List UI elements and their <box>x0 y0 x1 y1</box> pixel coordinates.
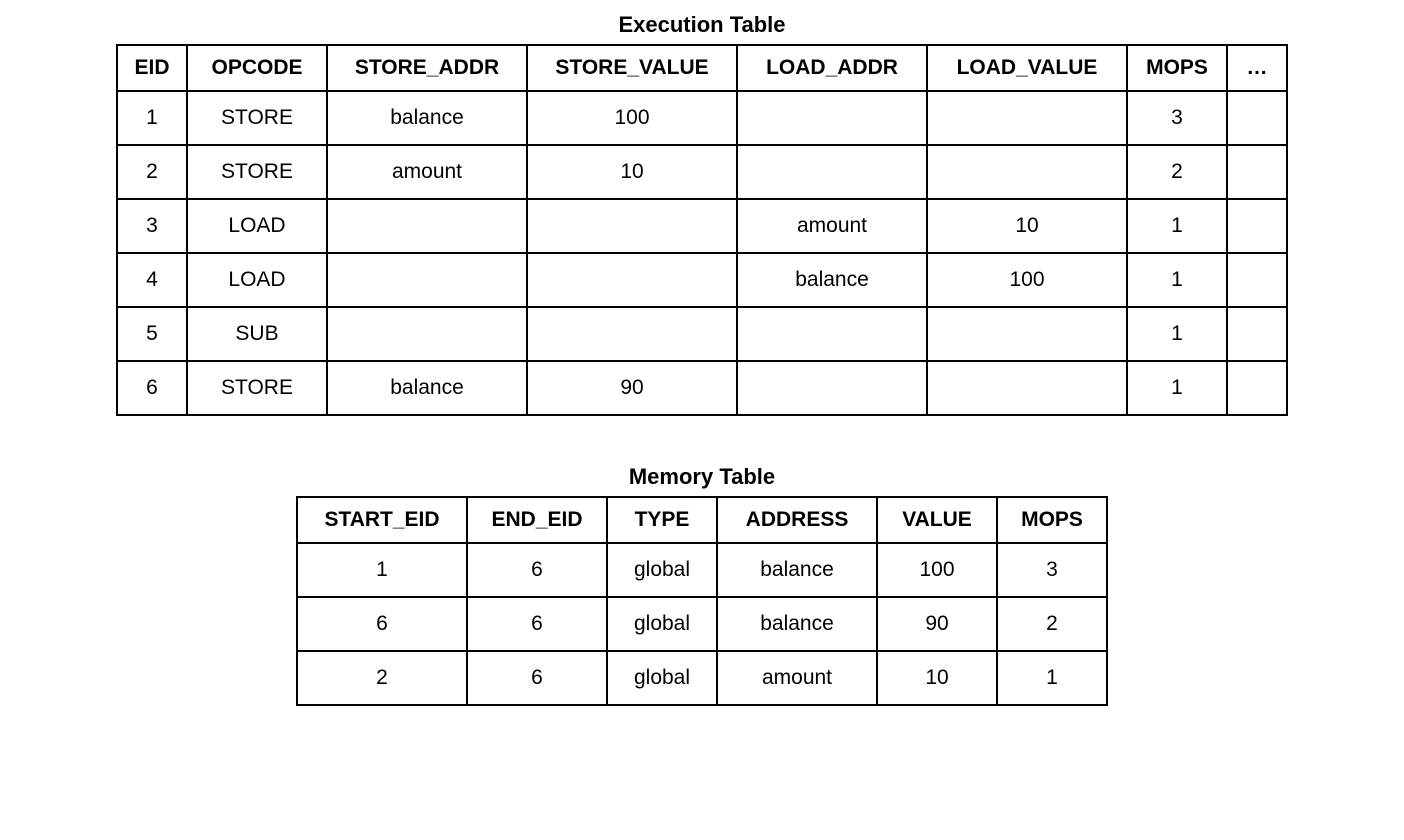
cell: 1 <box>1127 361 1227 415</box>
cell: 90 <box>877 597 997 651</box>
col-header-eid: EID <box>117 45 187 91</box>
cell: 5 <box>117 307 187 361</box>
cell: 6 <box>297 597 467 651</box>
table-row: 6 6 global balance 90 2 <box>297 597 1107 651</box>
cell: 4 <box>117 253 187 307</box>
table-header-row: EID OPCODE STORE_ADDR STORE_VALUE LOAD_A… <box>117 45 1287 91</box>
col-header-mops: MOPS <box>997 497 1107 543</box>
cell: 10 <box>927 199 1127 253</box>
cell: balance <box>327 91 527 145</box>
col-header-load-addr: LOAD_ADDR <box>737 45 927 91</box>
cell <box>1227 361 1287 415</box>
cell: LOAD <box>187 199 327 253</box>
execution-table-title: Execution Table <box>618 12 785 38</box>
col-header-store-addr: STORE_ADDR <box>327 45 527 91</box>
cell: amount <box>737 199 927 253</box>
cell: amount <box>717 651 877 705</box>
cell <box>327 199 527 253</box>
cell <box>527 253 737 307</box>
cell: 1 <box>997 651 1107 705</box>
col-header-opcode: OPCODE <box>187 45 327 91</box>
cell <box>1227 253 1287 307</box>
cell: 10 <box>877 651 997 705</box>
cell <box>737 361 927 415</box>
cell: LOAD <box>187 253 327 307</box>
cell: STORE <box>187 145 327 199</box>
cell: 100 <box>927 253 1127 307</box>
cell <box>327 307 527 361</box>
table-row: 2 STORE amount 10 2 <box>117 145 1287 199</box>
col-header-more: … <box>1227 45 1287 91</box>
col-header-end-eid: END_EID <box>467 497 607 543</box>
memory-table-block: Memory Table START_EID END_EID TYPE ADDR… <box>296 464 1108 706</box>
cell: 1 <box>1127 253 1227 307</box>
cell <box>1227 307 1287 361</box>
cell: 6 <box>467 543 607 597</box>
cell: STORE <box>187 361 327 415</box>
cell <box>527 199 737 253</box>
cell: 1 <box>1127 307 1227 361</box>
table-row: 1 6 global balance 100 3 <box>297 543 1107 597</box>
cell: global <box>607 543 717 597</box>
memory-table-title: Memory Table <box>629 464 775 490</box>
cell: 2 <box>297 651 467 705</box>
table-row: 6 STORE balance 90 1 <box>117 361 1287 415</box>
cell <box>927 361 1127 415</box>
cell <box>327 253 527 307</box>
cell <box>1227 145 1287 199</box>
cell: 90 <box>527 361 737 415</box>
cell <box>737 91 927 145</box>
execution-table: EID OPCODE STORE_ADDR STORE_VALUE LOAD_A… <box>116 44 1288 416</box>
cell: 10 <box>527 145 737 199</box>
col-header-address: ADDRESS <box>717 497 877 543</box>
cell: global <box>607 651 717 705</box>
table-header-row: START_EID END_EID TYPE ADDRESS VALUE MOP… <box>297 497 1107 543</box>
cell <box>737 307 927 361</box>
cell: 3 <box>1127 91 1227 145</box>
col-header-type: TYPE <box>607 497 717 543</box>
cell: 1 <box>117 91 187 145</box>
cell: global <box>607 597 717 651</box>
table-row: 4 LOAD balance 100 1 <box>117 253 1287 307</box>
cell: 2 <box>1127 145 1227 199</box>
table-row: 1 STORE balance 100 3 <box>117 91 1287 145</box>
cell: 6 <box>467 651 607 705</box>
cell: balance <box>737 253 927 307</box>
execution-table-block: Execution Table EID OPCODE STORE_ADDR ST… <box>116 12 1288 416</box>
cell <box>927 91 1127 145</box>
cell: 3 <box>117 199 187 253</box>
cell <box>927 307 1127 361</box>
cell <box>737 145 927 199</box>
cell: balance <box>717 543 877 597</box>
cell: amount <box>327 145 527 199</box>
cell: 6 <box>117 361 187 415</box>
col-header-mops: MOPS <box>1127 45 1227 91</box>
cell <box>1227 199 1287 253</box>
cell: SUB <box>187 307 327 361</box>
cell <box>527 307 737 361</box>
cell: 2 <box>117 145 187 199</box>
cell: 1 <box>1127 199 1227 253</box>
col-header-load-value: LOAD_VALUE <box>927 45 1127 91</box>
cell <box>927 145 1127 199</box>
cell: 100 <box>527 91 737 145</box>
table-row: 3 LOAD amount 10 1 <box>117 199 1287 253</box>
cell: balance <box>717 597 877 651</box>
cell: 2 <box>997 597 1107 651</box>
cell <box>1227 91 1287 145</box>
cell: STORE <box>187 91 327 145</box>
col-header-start-eid: START_EID <box>297 497 467 543</box>
cell: 1 <box>297 543 467 597</box>
col-header-value: VALUE <box>877 497 997 543</box>
cell: balance <box>327 361 527 415</box>
table-row: 2 6 global amount 10 1 <box>297 651 1107 705</box>
memory-table: START_EID END_EID TYPE ADDRESS VALUE MOP… <box>296 496 1108 706</box>
col-header-store-value: STORE_VALUE <box>527 45 737 91</box>
cell: 3 <box>997 543 1107 597</box>
cell: 6 <box>467 597 607 651</box>
table-row: 5 SUB 1 <box>117 307 1287 361</box>
cell: 100 <box>877 543 997 597</box>
